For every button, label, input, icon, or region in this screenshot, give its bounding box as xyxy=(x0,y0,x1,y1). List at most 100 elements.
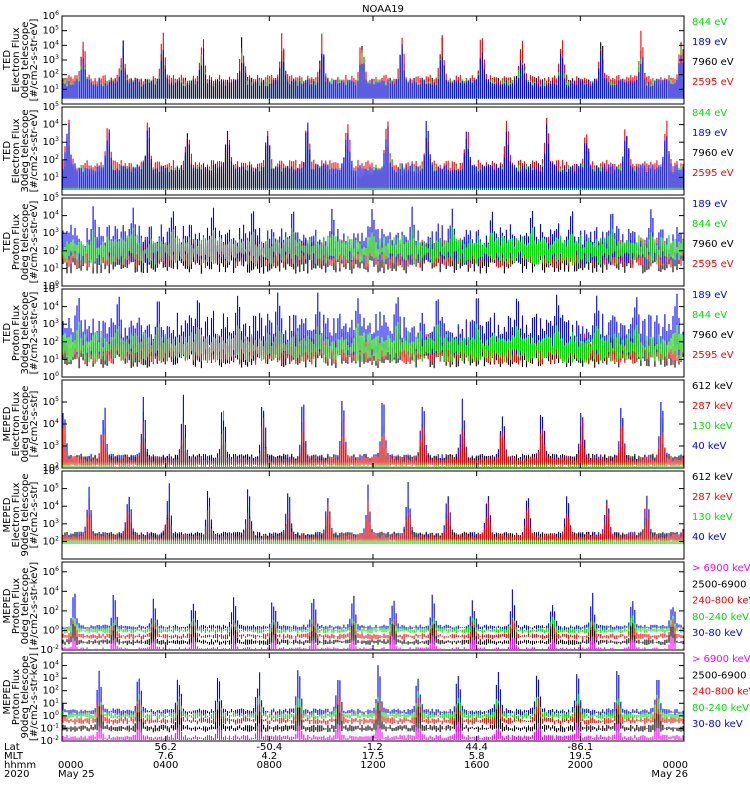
legend: 612 keV 287 keV 130 keV 40 keV xyxy=(692,381,733,452)
legend-label: 287 keV xyxy=(692,401,733,412)
panel-5-series xyxy=(62,394,684,467)
y-tick-label: 100 xyxy=(42,371,59,383)
series-trace xyxy=(62,227,684,269)
x-tick-date: May 25 xyxy=(58,769,95,780)
panel-1-series xyxy=(62,30,684,99)
x-tick-hhmm: 1200 xyxy=(360,760,385,771)
y-tick-label: 102 xyxy=(42,535,59,547)
y-tick-label: 100 xyxy=(42,710,59,722)
y-tick-label: 10-2 xyxy=(40,644,59,656)
legend-label: 40 keV xyxy=(692,532,726,543)
series-trace xyxy=(62,513,684,539)
legend-label: > 6900 keV xyxy=(692,654,750,665)
series-trace xyxy=(62,117,684,188)
y-tick-label: 101 xyxy=(42,262,59,274)
x-tick-hhmm: 0400 xyxy=(153,760,178,771)
x-row-label: Lat xyxy=(4,742,20,753)
x-row-label: hhmm xyxy=(4,760,36,771)
y-tick-label: 102 xyxy=(42,154,59,166)
legend-label: 240-800 keV xyxy=(692,687,750,698)
legend-label: 130 keV xyxy=(692,421,733,432)
series-trace xyxy=(62,394,684,463)
series-trace xyxy=(62,496,684,544)
y-axis-ticks: 100 101 102 103 104 105 xyxy=(42,192,684,292)
series-trace xyxy=(62,44,684,99)
y-tick-label: 102 xyxy=(42,685,59,697)
y-tick-label: 103 xyxy=(42,672,59,684)
y-tick-label: 102 xyxy=(42,462,59,474)
y-tick-label: 104 xyxy=(42,585,59,597)
y-tick-label: 106 xyxy=(42,10,59,22)
y-tick-label: 104 xyxy=(42,660,59,672)
y-axis-label: MEPEDElectron Flux0deg telescope[#/cm2-s… xyxy=(2,386,40,463)
series-trace xyxy=(62,292,684,356)
legend-label: 2595 eV xyxy=(692,77,734,88)
x-tick-hhmm: 0000 xyxy=(58,760,83,771)
y-tick-label: 105 xyxy=(42,101,59,113)
series-trace xyxy=(62,619,684,640)
legend-label: 7960 eV xyxy=(692,57,734,68)
figure-title: NOAA19 xyxy=(362,4,404,15)
series-trace xyxy=(62,133,684,190)
y-tick-label: 105 xyxy=(42,25,59,37)
y-tick-label: 106 xyxy=(42,566,59,578)
series-trace xyxy=(62,482,684,539)
y-tick-label: 102 xyxy=(42,605,59,617)
panel-6-series xyxy=(62,482,684,544)
x-tick-mlt: 17.5 xyxy=(362,751,384,762)
series-trace xyxy=(62,37,684,99)
legend-label: 30-80 keV xyxy=(692,628,743,639)
legend-label: 80-240 keV xyxy=(692,703,749,714)
series-trace xyxy=(62,121,684,189)
legend-label: 130 keV xyxy=(692,512,733,523)
legend-label: 287 keV xyxy=(692,492,733,503)
series-trace xyxy=(62,326,684,369)
legend: 844 eV 189 eV 7960 eV 2595 eV xyxy=(692,108,734,179)
x-row-label: 2020 xyxy=(4,769,29,780)
x-tick-mlt: 19.5 xyxy=(569,751,591,762)
y-axis-label: MEPEDElectron Flux90deg telescope[#/cm2-… xyxy=(2,473,40,556)
x-tick-lat: -1.2 xyxy=(363,742,383,753)
y-tick-label: 101 xyxy=(42,353,59,365)
series-trace xyxy=(62,589,684,631)
y-tick-label: 104 xyxy=(42,301,59,313)
legend-label: 844 eV xyxy=(692,310,727,321)
y-tick-label: 104 xyxy=(42,39,59,51)
y-tick-label: 103 xyxy=(42,518,59,530)
legend-label: 2595 eV xyxy=(692,259,734,270)
series-trace xyxy=(62,701,684,733)
legend-label: 844 eV xyxy=(692,219,727,230)
y-axis-ticks: 100 101 102 103 104 105 xyxy=(42,283,684,383)
panel-3-series xyxy=(62,206,684,274)
y-tick-label: 106 xyxy=(42,465,59,477)
series-trace xyxy=(62,206,684,265)
legend-label: 2595 eV xyxy=(692,350,734,361)
y-tick-label: 103 xyxy=(42,54,59,66)
series-trace xyxy=(62,227,684,274)
y-tick-label: 103 xyxy=(42,440,59,452)
y-tick-label: 105 xyxy=(42,483,59,495)
y-tick-label: 102 xyxy=(42,69,59,81)
y-axis-ticks: 101 102 103 104 105 xyxy=(42,101,684,183)
legend-label: 189 eV xyxy=(692,37,727,48)
series-trace xyxy=(62,665,684,716)
x-row-label: MLT xyxy=(4,751,24,762)
y-tick-label: 104 xyxy=(42,418,59,430)
y-tick-label: 105 xyxy=(42,192,59,204)
legend: > 6900 keV 2500-6900 240-800 keV 80-240 keV… xyxy=(692,563,750,639)
y-tick-label: 104 xyxy=(42,500,59,512)
legend-label: 189 eV xyxy=(692,128,727,139)
legend-label: 612 keV xyxy=(692,472,733,483)
y-tick-label: 103 xyxy=(42,318,59,330)
y-axis-label: TEDElectron Flux0deg telescope[#/cm2-s-s… xyxy=(2,19,40,102)
y-tick-label: 104 xyxy=(42,119,59,131)
legend: 189 eV 844 eV 7960 eV 2595 eV xyxy=(692,290,734,361)
